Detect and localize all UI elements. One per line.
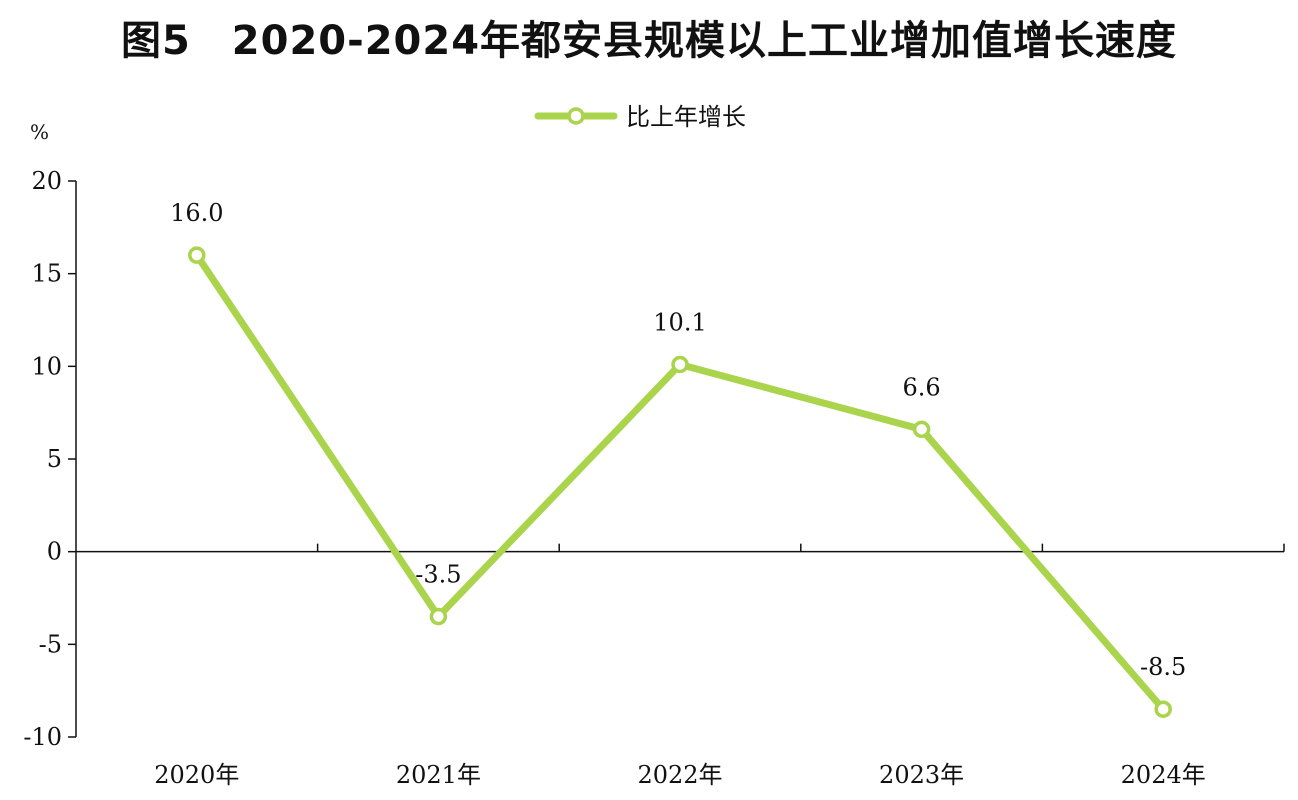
legend-marker-swatch (567, 107, 585, 125)
x-tick-label: 2022年 (637, 761, 722, 789)
data-label: 16.0 (170, 199, 223, 227)
y-axis-unit: % (30, 120, 49, 144)
data-point (429, 607, 448, 626)
x-tick-label: 2023年 (879, 761, 964, 789)
y-tick-label: -5 (39, 630, 62, 658)
x-tick-label: 2024年 (1121, 761, 1206, 789)
data-label: -8.5 (1140, 653, 1186, 681)
data-label: 6.6 (903, 373, 941, 401)
legend: 比上年增长 (534, 103, 746, 131)
y-tick-label: 0 (47, 538, 62, 566)
data-label: -3.5 (415, 561, 461, 589)
data-point (188, 246, 206, 264)
x-tick-label: 2020年 (154, 761, 239, 789)
data-point (671, 355, 689, 374)
y-tick-label: 15 (31, 260, 62, 288)
data-point (1154, 700, 1172, 718)
y-tick-label: 5 (47, 445, 62, 473)
x-tick-label: 2021年 (396, 761, 481, 789)
legend-label: 比上年增长 (626, 103, 746, 131)
data-point (912, 420, 931, 439)
y-tick-label: 20 (31, 167, 62, 195)
chart-title: 图5 2020-2024年都安县规模以上工业增加值增长速度 (120, 18, 1178, 64)
y-tick-label: -10 (23, 723, 62, 751)
data-label: 10.1 (653, 308, 706, 336)
y-tick-label: 10 (31, 352, 62, 380)
